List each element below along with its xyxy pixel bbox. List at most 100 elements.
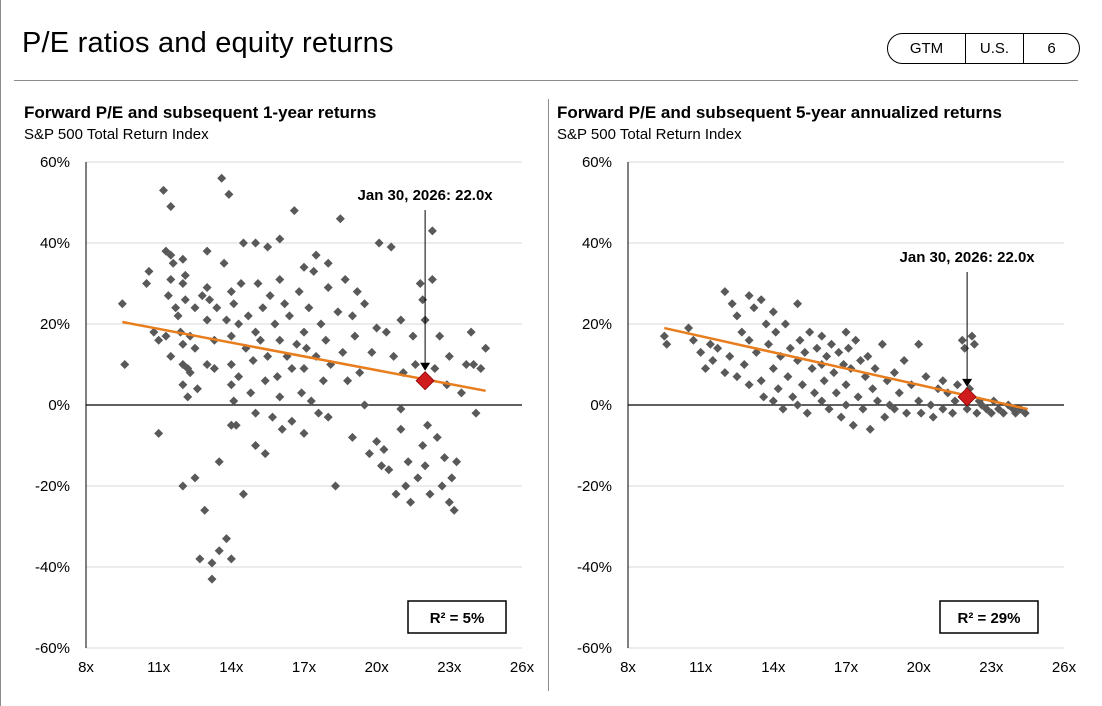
right-data-point <box>778 404 788 414</box>
right-data-point <box>785 343 795 353</box>
right-data-point <box>732 311 742 321</box>
right-data-point <box>763 339 773 349</box>
right-data-point <box>843 343 853 353</box>
right-data-point <box>705 339 715 349</box>
right-data-point <box>773 384 783 394</box>
right-data-point <box>744 380 754 390</box>
left-data-point <box>403 457 413 467</box>
left-data-point <box>476 364 486 374</box>
right-data-point <box>899 355 909 365</box>
left-data-point <box>202 315 212 325</box>
right-x-tick-label: 14x <box>761 659 786 676</box>
right-y-tick-label: -60% <box>577 640 612 657</box>
left-y-tick-label: 0% <box>48 397 70 414</box>
left-data-point <box>202 360 212 369</box>
left-data-point <box>178 380 188 390</box>
right-data-point <box>870 364 880 374</box>
left-data-point <box>447 473 457 483</box>
left-data-point <box>299 428 309 438</box>
left-data-point <box>323 283 333 293</box>
right-data-point <box>822 351 832 361</box>
left-data-point <box>347 311 357 321</box>
left-data-point <box>287 416 297 426</box>
right-data-point <box>841 327 851 337</box>
right-data-point <box>732 372 742 382</box>
left-data-point <box>219 258 229 268</box>
right-data-point <box>817 331 827 341</box>
right-data-point <box>960 343 970 353</box>
left-data-point <box>260 449 270 459</box>
left-data-point <box>471 408 481 418</box>
left-data-point <box>396 424 406 434</box>
right-data-point <box>967 331 977 341</box>
left-data-point <box>229 299 239 309</box>
left-data-point <box>469 360 479 369</box>
left-data-point <box>171 303 181 313</box>
right-data-point <box>800 347 810 357</box>
right-y-tick-label: -40% <box>577 559 612 576</box>
left-scatter-chart: 60% 40% 20% 0% -20% -40% -60% 8x 11x 14x 17x 20x 23x… <box>35 154 535 676</box>
right-data-point <box>877 339 887 349</box>
right-data-point <box>795 335 805 345</box>
gtm-badge: GTM U.S. 6 <box>887 33 1080 64</box>
left-data-point <box>481 343 491 353</box>
left-data-point <box>444 497 454 507</box>
right-data-point <box>972 408 982 418</box>
right-data-point <box>902 408 912 418</box>
left-data-point <box>444 351 454 361</box>
right-data-point <box>841 400 851 410</box>
right-data-point <box>720 368 730 378</box>
left-r-squared-box <box>407 600 507 634</box>
left-data-point <box>202 283 212 293</box>
left-data-point <box>340 274 350 284</box>
right-data-point <box>856 355 866 365</box>
left-data-point <box>154 428 164 438</box>
left-data-point <box>396 315 406 325</box>
left-data-point <box>466 327 476 337</box>
right-x-tick-label: 11x <box>689 659 713 676</box>
left-data-point <box>207 574 217 584</box>
right-data-point <box>802 408 812 418</box>
left-data-point <box>280 299 290 309</box>
right-data-point <box>662 339 672 349</box>
left-data-point <box>386 242 396 252</box>
left-data-point <box>190 303 200 313</box>
left-data-point <box>190 343 200 353</box>
right-data-point <box>824 404 834 414</box>
left-data-point <box>425 489 435 499</box>
left-data-point <box>166 351 176 361</box>
left-data-point <box>343 376 353 386</box>
left-x-tick-label: 17x <box>292 659 317 676</box>
left-data-point <box>243 311 253 321</box>
left-data-point <box>377 461 387 471</box>
left-data-point <box>226 554 236 564</box>
right-data-point <box>727 299 737 309</box>
right-data-point <box>829 368 839 378</box>
right-data-point <box>688 335 698 345</box>
left-data-point <box>355 368 365 378</box>
left-data-point <box>265 291 275 301</box>
left-data-point <box>253 279 263 288</box>
right-data-point <box>793 400 803 410</box>
left-data-point <box>224 189 234 199</box>
right-data-point <box>957 335 967 345</box>
left-data-point <box>275 234 285 244</box>
left-data-point <box>275 392 285 402</box>
right-data-point <box>761 319 771 329</box>
right-data-point <box>783 372 793 382</box>
left-data-point <box>306 396 316 406</box>
left-data-point <box>251 327 261 337</box>
badge-gtm: GTM <box>888 34 966 63</box>
left-data-point <box>212 303 222 313</box>
left-data-point <box>178 254 188 264</box>
right-current-marker <box>957 387 977 407</box>
right-data-point <box>921 372 931 382</box>
right-data-point <box>768 396 778 406</box>
page-left-rule <box>0 0 1 706</box>
right-data-point <box>962 404 972 414</box>
right-data-point <box>708 355 718 365</box>
right-data-point <box>826 339 836 349</box>
left-data-point <box>251 441 261 450</box>
right-chart-title: Forward P/E and subsequent 5-year annual… <box>557 103 1002 122</box>
